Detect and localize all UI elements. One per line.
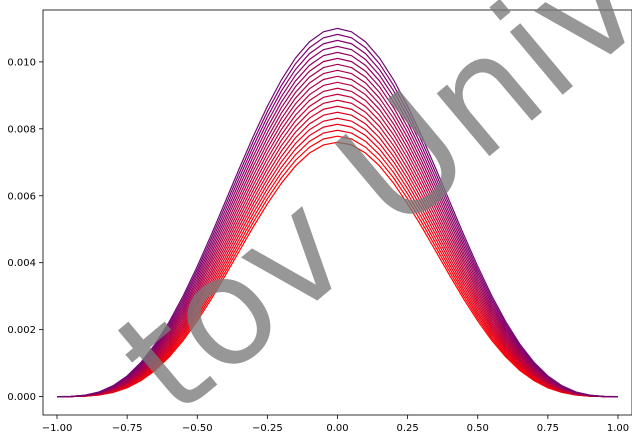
series-line	[57, 141, 618, 398]
series-line	[57, 123, 618, 398]
x-tick-label: 1.00	[607, 423, 629, 434]
x-tick-label: 0.50	[467, 423, 489, 434]
x-tick-label: −1.00	[42, 423, 73, 434]
series-line	[57, 111, 618, 398]
x-tick-label: 0.00	[326, 423, 348, 434]
y-axis: 0.000 0.002 0.004 0.006 0.008 0.010	[7, 57, 43, 403]
series-line	[57, 87, 618, 398]
series-line	[57, 33, 618, 398]
x-tick-label: 0.75	[537, 423, 559, 434]
x-axis: −1.00 −0.75 −0.50 −0.25 0.00 0.25 0.50 0.75 1.00	[42, 415, 629, 434]
series-line	[57, 99, 618, 398]
series-line	[57, 75, 618, 398]
y-tick-label: 0.010	[7, 57, 36, 68]
series-line	[57, 117, 618, 398]
series-line	[57, 45, 618, 398]
series-line	[57, 135, 618, 398]
series-line	[57, 51, 618, 398]
series-line	[57, 63, 618, 398]
x-tick-label: −0.50	[182, 423, 213, 434]
y-tick-label: 0.008	[7, 124, 36, 135]
series-line	[57, 81, 618, 398]
series-line	[57, 93, 618, 398]
y-tick-label: 0.006	[7, 191, 36, 202]
x-tick-label: −0.75	[112, 423, 143, 434]
y-tick-label: 0.004	[7, 258, 36, 269]
series-line	[57, 69, 618, 398]
series-line	[57, 105, 618, 398]
series-group	[57, 27, 618, 398]
series-line	[57, 39, 618, 398]
series-line	[57, 129, 618, 398]
series-line	[57, 57, 618, 398]
y-tick-label: 0.000	[7, 392, 36, 403]
x-tick-label: −0.25	[252, 423, 283, 434]
x-tick-label: 0.25	[396, 423, 418, 434]
series-line	[57, 27, 618, 398]
y-tick-label: 0.002	[7, 325, 36, 336]
